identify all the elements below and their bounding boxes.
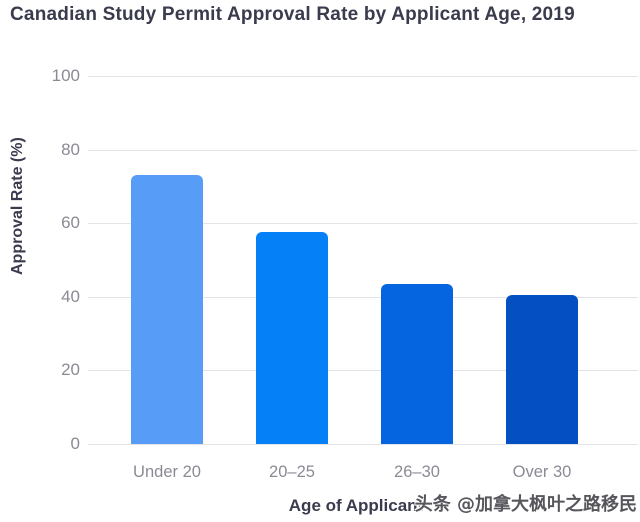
gridline-20: [88, 370, 638, 371]
x-tick-label-over-30: Over 30: [512, 463, 572, 481]
y-tick-label-20: 20: [61, 360, 80, 379]
x-tick-label-20-25: 20–25: [269, 463, 315, 481]
y-tick-label-60: 60: [61, 213, 80, 232]
y-tick-label-40: 40: [61, 287, 80, 306]
y-axis-title: Approval Rate (%): [9, 137, 26, 275]
x-axis-title: Age of Applicant: [288, 496, 424, 515]
bar-under-20: [131, 175, 203, 444]
gridline-100: [88, 76, 638, 77]
gridline-40: [88, 297, 638, 298]
y-tick-label-0: 0: [70, 434, 80, 453]
x-tick-label-under-20: Under 20: [133, 463, 201, 481]
gridline-0: [88, 444, 638, 445]
y-tick-label-80: 80: [61, 140, 80, 159]
gridline-60: [88, 223, 638, 224]
gridline-80: [88, 150, 638, 151]
bar-over-30: [506, 295, 578, 444]
y-tick-label-100: 100: [51, 66, 80, 85]
chart-title: Canadian Study Permit Approval Rate by A…: [10, 4, 575, 25]
x-tick-label-26-30: 26–30: [394, 463, 440, 481]
bar-26-30: [381, 284, 453, 444]
watermark-text: 头条 @加拿大枫叶之路移民: [414, 494, 637, 515]
bar-20-25: [256, 232, 328, 444]
